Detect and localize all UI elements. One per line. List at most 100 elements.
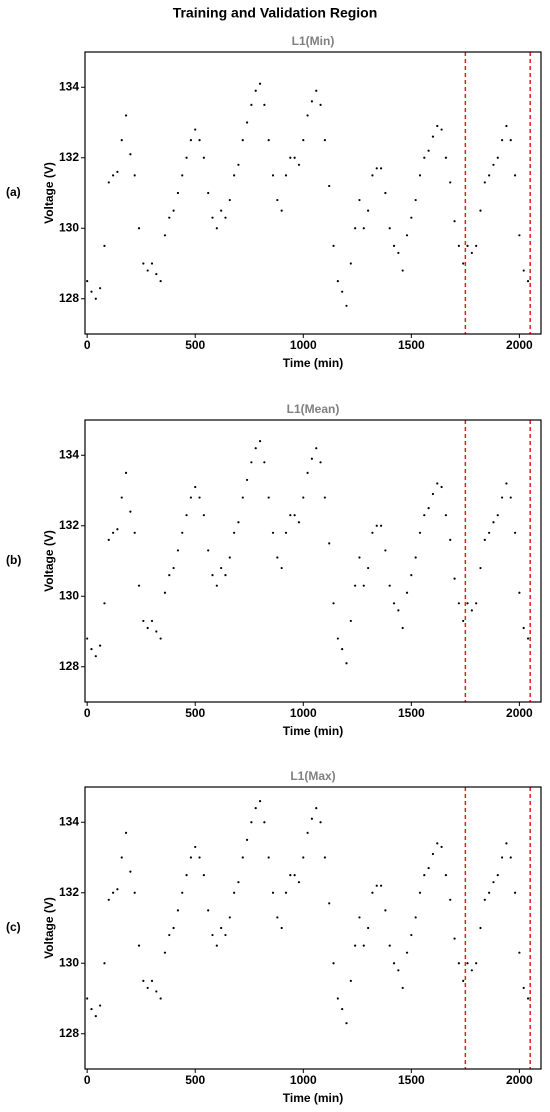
data-point (475, 602, 478, 605)
data-point (414, 198, 417, 202)
data-point (263, 461, 266, 464)
panel-label: (a) (6, 185, 21, 199)
data-point (241, 496, 244, 499)
data-point (401, 269, 404, 272)
data-point (172, 209, 175, 212)
data-point (479, 566, 482, 570)
data-point (99, 1004, 102, 1007)
data-point (444, 156, 448, 159)
y-axis-label: Voltage (V) (42, 162, 56, 224)
data-point (427, 149, 430, 152)
data-point (319, 461, 322, 464)
data-point (120, 856, 123, 859)
data-point (401, 986, 404, 990)
data-point (276, 916, 279, 919)
data-point (297, 881, 301, 884)
y-tick-label: 132 (59, 150, 79, 164)
data-point (263, 821, 266, 824)
data-point (254, 447, 257, 450)
data-point (107, 181, 110, 184)
data-point (280, 209, 283, 212)
data-point (185, 874, 188, 877)
data-point (436, 124, 439, 128)
data-point (159, 997, 162, 1000)
data-point (94, 297, 97, 300)
data-point (427, 866, 430, 870)
data-point (297, 521, 301, 524)
data-point (155, 272, 158, 276)
panel-label: (b) (6, 553, 21, 567)
data-point (522, 986, 525, 990)
data-point (518, 951, 521, 954)
data-point (181, 174, 184, 177)
plot-frame (84, 51, 542, 335)
data-point (306, 831, 309, 834)
data-point (440, 128, 443, 131)
data-point (94, 1015, 97, 1018)
data-point (319, 103, 322, 106)
data-point (280, 926, 283, 930)
data-point (488, 891, 491, 894)
data-point (384, 549, 387, 552)
data-point (500, 139, 504, 142)
data-point (176, 909, 180, 912)
data-point (142, 619, 145, 623)
data-point (250, 103, 253, 106)
data-point (99, 287, 102, 290)
data-point (470, 251, 473, 255)
x-tick-label: 2000 (506, 338, 533, 352)
data-point (302, 856, 305, 859)
data-point (509, 856, 512, 859)
data-point (332, 602, 335, 605)
data-point (522, 626, 525, 630)
data-point (86, 637, 89, 640)
data-point (245, 478, 249, 482)
data-point (410, 574, 413, 577)
data-point (124, 471, 128, 474)
x-axis-label: Time (min) (283, 356, 343, 370)
data-point (315, 89, 318, 92)
y-tick-label: 134 (59, 79, 79, 93)
y-tick-label: 130 (59, 220, 79, 234)
data-point (202, 874, 205, 877)
data-point (323, 139, 326, 142)
data-point (245, 838, 249, 841)
data-point (155, 990, 158, 993)
data-point (124, 114, 128, 117)
data-point (207, 909, 210, 912)
x-axis-label: Time (min) (283, 1091, 343, 1105)
data-point (449, 898, 452, 901)
figure-title: Training and Validation Region (173, 5, 378, 21)
data-point (250, 461, 253, 464)
data-point (293, 156, 296, 159)
x-tick-label: 500 (185, 1073, 205, 1087)
data-point (228, 556, 231, 559)
data-point (388, 227, 391, 230)
data-point (172, 566, 175, 570)
data-point (189, 856, 192, 859)
data-point (410, 933, 413, 937)
data-point (332, 962, 335, 965)
data-point (341, 648, 344, 651)
plot-frame (84, 786, 542, 1070)
data-point (436, 842, 439, 845)
data-point (358, 916, 361, 919)
data-point (418, 531, 422, 534)
data-point (150, 619, 154, 623)
data-point (367, 926, 370, 930)
data-point (103, 244, 106, 247)
data-point (220, 566, 223, 570)
data-point (194, 845, 197, 849)
data-point (90, 648, 93, 651)
data-point (332, 244, 335, 247)
data-point (228, 198, 231, 202)
data-point (103, 602, 106, 605)
x-tick-label: 500 (185, 706, 205, 720)
y-axis-label: Voltage (V) (42, 897, 56, 959)
data-point (505, 124, 508, 128)
data-point (388, 944, 391, 947)
data-point (116, 528, 119, 531)
data-point (371, 531, 374, 534)
data-point (367, 566, 370, 570)
